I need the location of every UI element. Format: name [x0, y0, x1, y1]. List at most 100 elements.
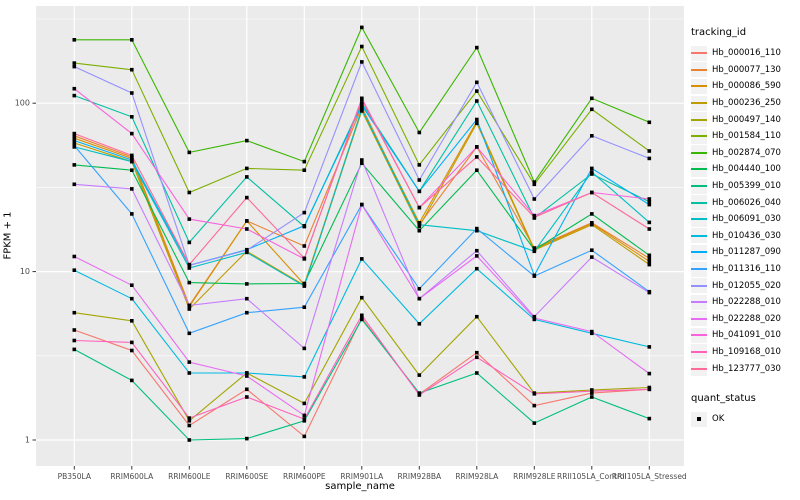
- data-point: [245, 138, 249, 143]
- data-point: [302, 417, 307, 421]
- data-point: [130, 131, 134, 136]
- data-point: [72, 93, 77, 98]
- data-point: [590, 190, 594, 195]
- legend-item-label: Hb_000497_140: [712, 114, 781, 125]
- y-tick-label: 10: [20, 267, 30, 276]
- data-point: [72, 86, 77, 91]
- x-tick-label: RRIM928LA: [455, 472, 499, 481]
- data-point: [475, 99, 479, 103]
- legend-key-line-icon: [691, 185, 707, 188]
- x-tick-label: RRII105LA_Control: [557, 472, 627, 481]
- legend-item-Hb_002874_070: Hb_002874_070: [691, 145, 799, 162]
- data-point: [360, 60, 364, 64]
- legend-key-line-icon: [691, 118, 707, 121]
- data-point: [475, 80, 479, 85]
- data-point: [130, 283, 134, 287]
- data-point: [647, 290, 652, 295]
- legend-key-swatch: [691, 244, 707, 260]
- data-point: [130, 67, 134, 72]
- legend-item-label: Hb_012055_020: [712, 280, 781, 291]
- data-point: [187, 266, 192, 270]
- data-point: [72, 268, 77, 272]
- data-point: [475, 314, 479, 319]
- data-point: [302, 413, 307, 418]
- data-point: [130, 158, 134, 162]
- data-point: [72, 131, 77, 136]
- data-point: [187, 438, 192, 442]
- data-point: [72, 138, 77, 143]
- data-point: [72, 143, 77, 148]
- data-point: [245, 374, 249, 378]
- legend-item-Hb_123777_030: Hb_123777_030: [691, 360, 799, 377]
- data-point: [417, 322, 422, 326]
- legend-key-swatch: [691, 161, 707, 177]
- data-point: [360, 317, 364, 322]
- legend-key-line-icon: [691, 350, 707, 353]
- data-point: [475, 155, 479, 159]
- legend-item-label: Hb_005399_010: [712, 181, 781, 192]
- data-point: [417, 391, 422, 395]
- legend-key-line-icon: [691, 251, 707, 254]
- legend-key-swatch: [691, 228, 707, 244]
- legend-key-line-icon: [691, 85, 707, 88]
- y-tick-label: 100: [15, 99, 30, 108]
- data-point: [72, 134, 77, 138]
- data-point: [245, 310, 249, 315]
- legend-item-Hb_005399_010: Hb_005399_010: [691, 178, 799, 195]
- legend-title-tracking-id: tracking_id: [691, 27, 747, 38]
- data-point: [647, 416, 652, 421]
- data-point: [590, 222, 594, 227]
- legend-item-label: Hb_011316_110: [712, 264, 781, 275]
- legend-key-swatch: [691, 294, 707, 310]
- legend-key-swatch: [691, 78, 707, 94]
- legend-key-line-icon: [691, 68, 707, 71]
- x-tick-label: RRIM600SE: [225, 472, 268, 481]
- data-point: [475, 121, 479, 126]
- data-point: [647, 256, 652, 261]
- data-point: [245, 250, 249, 255]
- data-point: [475, 254, 479, 258]
- data-point: [417, 287, 422, 291]
- data-point: [590, 170, 594, 174]
- data-point: [647, 371, 652, 376]
- data-point: [302, 168, 307, 172]
- legend-item-label: Hb_004440_100: [712, 164, 781, 175]
- data-point: [590, 255, 594, 259]
- data-point: [417, 228, 422, 233]
- legend-item-Hb_006091_030: Hb_006091_030: [691, 211, 799, 228]
- data-point: [187, 360, 192, 364]
- legend-item-label: Hb_006026_040: [712, 197, 781, 208]
- data-point: [417, 373, 422, 377]
- legend-key-line-icon: [691, 317, 707, 320]
- data-point: [72, 254, 77, 259]
- data-point: [475, 371, 479, 375]
- legend-item-Hb_000077_130: Hb_000077_130: [691, 62, 799, 79]
- data-point: [360, 103, 364, 108]
- legend-key-line-icon: [691, 301, 707, 304]
- data-point: [130, 168, 134, 172]
- data-point: [590, 134, 594, 138]
- data-point: [647, 120, 652, 125]
- data-point: [130, 378, 134, 383]
- data-point: [187, 217, 192, 221]
- legend-key-line-icon: [691, 168, 707, 171]
- legend-key-swatch: [691, 112, 707, 128]
- data-point: [475, 145, 479, 149]
- data-point: [187, 280, 192, 285]
- legend-key-line-icon: [691, 334, 707, 337]
- data-point: [187, 416, 192, 420]
- data-point: [647, 227, 652, 231]
- data-point: [245, 395, 249, 399]
- legend-key-line-icon: [691, 135, 707, 138]
- legend-item-ok: OK: [691, 411, 799, 428]
- data-point: [245, 195, 249, 200]
- data-point: [187, 150, 192, 155]
- y-axis-title: FPKM + 1: [2, 211, 14, 260]
- data-point: [187, 190, 192, 195]
- legend: tracking_id Hb_000016_110 Hb_000077_130 Hb…: [691, 27, 799, 427]
- data-point: [417, 222, 422, 227]
- data-point: [360, 313, 364, 318]
- legend-quant-status: quant_status OK: [691, 393, 799, 428]
- data-point: [417, 130, 422, 135]
- data-point: [187, 419, 192, 423]
